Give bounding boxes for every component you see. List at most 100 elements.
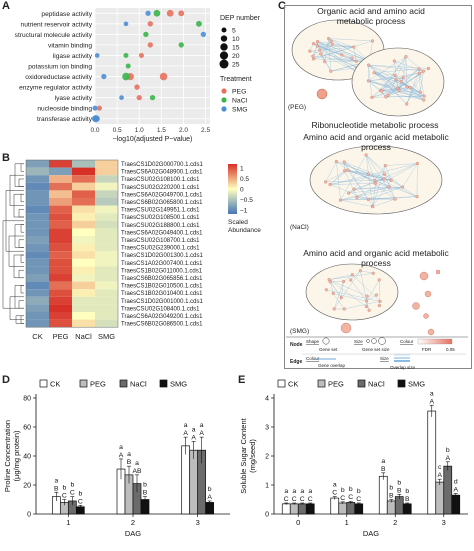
significance-lower: b: [389, 485, 393, 492]
network-edge: [340, 199, 373, 207]
significance-upper: B: [381, 466, 386, 473]
network-edge: [395, 56, 407, 80]
heatmap-cell: [95, 228, 118, 236]
heatmap-cell: [26, 319, 49, 328]
x-tick-label: 1: [66, 518, 70, 527]
heatmap-cell: [72, 228, 95, 236]
network-node: [324, 180, 328, 184]
nacl-network-label: (NaCl): [290, 224, 309, 231]
network-edge: [313, 43, 357, 68]
y-axis-label: Proline Concentration: [3, 420, 12, 492]
heatmap-cell: [72, 243, 95, 252]
heatmap-cell: [72, 281, 95, 290]
panel-c: C Node Shape Gene set Size Gene set size Colo…: [276, 0, 474, 370]
color-scale-tick: 0: [240, 187, 244, 194]
network-node: [418, 90, 422, 94]
legend-fdr-bar: [417, 338, 453, 345]
significance-lower: b: [70, 482, 74, 489]
network-node: [380, 89, 384, 93]
network-edge: [368, 173, 418, 197]
network-node: [352, 187, 356, 191]
bar-peg: [386, 500, 396, 515]
heatmap-cell: [72, 319, 95, 328]
bar-nacl: [297, 503, 307, 515]
color-scale-bar: [228, 164, 237, 214]
network-edge: [319, 49, 357, 68]
network-edge: [398, 77, 404, 91]
heatmap-cell: [49, 160, 72, 168]
significance-upper: A: [183, 430, 188, 437]
dot-smg: [94, 53, 100, 58]
significance-upper: A: [207, 494, 212, 501]
legend-label: CK: [288, 380, 298, 389]
heatmap-row-label: TraesCS6B02G086500.1.cds1: [121, 322, 203, 328]
size-legend-label: 5: [232, 28, 236, 35]
significance-upper: C: [340, 495, 345, 502]
network-node: [367, 63, 371, 67]
panel-c-frame: [284, 5, 472, 369]
network-edge: [366, 279, 380, 302]
bar-smg: [354, 503, 364, 515]
term-label: vitamin binding: [48, 42, 92, 49]
dot-peg: [134, 84, 140, 90]
heatmap-row-label: TraesCSU02G220200.1.cds1: [121, 185, 200, 191]
network-node: [311, 57, 316, 61]
network-node: [374, 181, 378, 185]
network-node: [318, 48, 322, 52]
network-node: [374, 293, 378, 297]
network-edge: [324, 38, 329, 62]
y-tick-label: 80: [23, 396, 31, 403]
heatmap-cell: [95, 304, 118, 312]
x-tick-label: 0.0: [90, 127, 99, 134]
significance-upper: B: [405, 496, 410, 503]
legend-edge-size-label: Size: [380, 356, 389, 361]
bar-peg: [289, 503, 299, 515]
network-edge: [368, 64, 400, 91]
significance-lower: b: [78, 490, 82, 497]
network-node: [311, 54, 315, 58]
significance-upper: C: [78, 498, 83, 505]
heatmap-cell: [95, 289, 118, 297]
network-node: [378, 299, 382, 303]
network-edge: [347, 170, 369, 200]
network-node: [370, 39, 375, 43]
network-node-isolated: [419, 271, 429, 281]
network-edge: [329, 170, 345, 185]
heatmap-cell: [95, 198, 118, 206]
network-edge: [353, 47, 357, 62]
network-edge: [368, 80, 400, 91]
legend-swatch-ck: [277, 379, 286, 388]
heatmap-cell: [72, 236, 95, 244]
network-node: [342, 279, 346, 284]
heatmap-row-label: TraesCS6B02G065856.1.cds1: [121, 276, 203, 282]
significance-upper: B: [54, 485, 59, 492]
network-edge: [336, 161, 348, 171]
network-edge: [381, 90, 424, 101]
network-edge: [329, 273, 374, 280]
legend-overlap-size: Overlap size: [390, 365, 416, 370]
network-edge: [330, 67, 357, 72]
significance-lower: a: [308, 488, 312, 495]
heatmap-row-label: TraesCS1B02G011000.1.cds1: [121, 268, 203, 274]
network-edge: [406, 68, 420, 105]
network-edge: [313, 43, 357, 72]
heatmap-cell: [72, 198, 95, 206]
network-node: [382, 177, 386, 181]
x-axis-label: DAG: [125, 529, 141, 538]
bar-ck: [427, 410, 437, 515]
network-node: [347, 191, 351, 195]
network-node: [350, 56, 354, 60]
heatmap-row-label: TraesCSU02G108700.1.cds1: [121, 238, 200, 244]
bar-ck: [281, 503, 291, 515]
significance-lower: a: [381, 458, 385, 465]
network-edge: [360, 270, 374, 274]
heatmap-cell: [49, 289, 72, 297]
heatmap-cell: [95, 296, 118, 305]
dot-smg: [101, 73, 107, 80]
significance-upper: A: [429, 398, 434, 405]
bar-smg: [451, 494, 461, 515]
network-node: [358, 269, 362, 273]
dendrogram-branch: [18, 178, 24, 187]
size-legend-dot: [220, 43, 228, 51]
network-edge: [317, 41, 357, 62]
